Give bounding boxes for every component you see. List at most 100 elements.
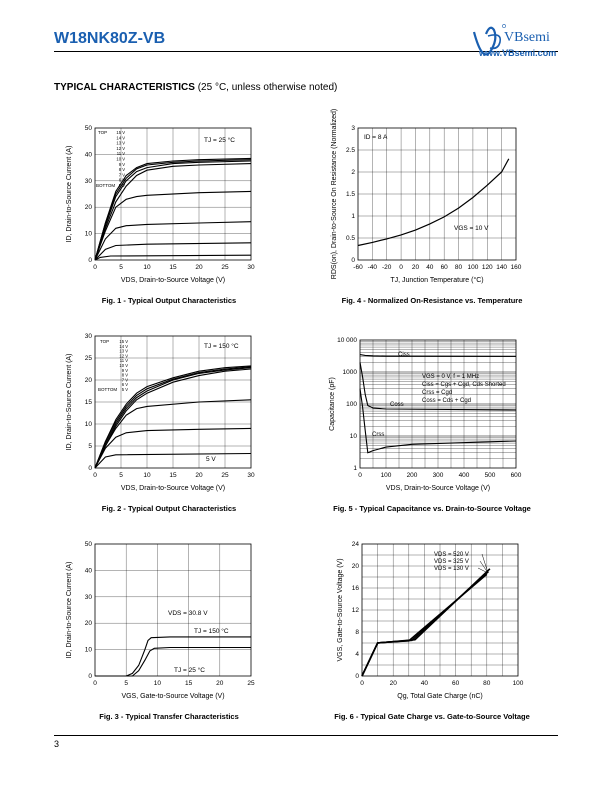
- fig6-series-line-3: [361, 573, 488, 677]
- fig4-yaxis-label: RDS(on), Drain-to-Source On Resistance (…: [331, 109, 338, 279]
- fig3-series-line-2: [95, 646, 251, 677]
- fig6-caption: Fig. 6 - Typical Gate Charge vs. Gate-to…: [334, 712, 530, 721]
- fig2-ytick-label: 10: [85, 421, 93, 428]
- fig5-legend-line: Crss = Cgd: [422, 390, 452, 396]
- fig4-id-label: ID = 8 A: [364, 134, 388, 141]
- section-heading: TYPICAL CHARACTERISTICS (25 °C, unless o…: [54, 82, 337, 93]
- footer-rule: [54, 735, 558, 736]
- fig4-xtick-label: 100: [467, 264, 478, 271]
- fig5-series-line-3: [359, 388, 517, 454]
- fig4-panel: -60 -40 -20 0 20 40 60 80 100 120 140 160 0 0.5 1 1.5 2 2…: [322, 109, 542, 320]
- fig1-panel: 0 5 10 15 20 25 30 0 10 20 30 40 50 VDS, Drain-to-Sou…: [54, 120, 274, 320]
- fig1-ytick-label: 0: [88, 257, 92, 264]
- fig2-xtick-label: 25: [221, 472, 229, 479]
- fig1-legend-bottom: BOTTOM: [96, 183, 115, 188]
- fig5-legend-line: Ciss = Cgs + Cgd, Cds Shorted: [422, 382, 506, 388]
- fig6-ytick-label: 20: [352, 563, 360, 570]
- fig5-ytick-label: 100: [346, 401, 357, 408]
- fig2-series-line-4: [94, 368, 252, 469]
- fig4-xtick-label: -40: [368, 264, 378, 271]
- fig1-legend-value: 10 V: [116, 157, 125, 162]
- fig2-yaxis-label: ID, Drain-to-Source Current (A): [66, 354, 73, 451]
- section-subtitle: (25 °C, unless otherwise noted): [197, 82, 338, 93]
- fig5-legend-line: Coss = Cds + Cgd: [422, 398, 471, 404]
- fig1-xtick-label: 0: [93, 264, 97, 271]
- fig5-series-line-1: [359, 354, 517, 357]
- fig2-series-line-3: [94, 367, 252, 469]
- part-number: W18NK80Z-VB: [54, 30, 166, 47]
- fig1-series-line-8: [94, 254, 252, 261]
- fig5-xtick-label: 300: [433, 472, 444, 479]
- fig6-ytick-label: 12: [352, 607, 360, 614]
- fig5-panel: 0 100 200 300 400 500 600 1 10 100 1000 10 000 VDS, …: [322, 328, 542, 528]
- fig1-legend-value: 15 V: [116, 130, 125, 135]
- fig6-xtick-label: 40: [421, 680, 429, 687]
- fig4-xtick-label: 0: [399, 264, 403, 271]
- fig4-plot-frame: [357, 127, 517, 261]
- fig2-xtick-label: 5: [119, 472, 123, 479]
- fig1-ytick-label: 40: [85, 151, 93, 158]
- fig1-xtick-label: 10: [143, 264, 151, 271]
- vbsemi-logo-icon: [472, 24, 506, 56]
- fig2-legend-value: 8 V: [122, 373, 128, 378]
- fig4-xtick-label: 40: [426, 264, 434, 271]
- fig3-series-label: TJ = 25 °C: [174, 666, 205, 674]
- fig2-series-line-5: [94, 399, 252, 469]
- section-title: TYPICAL CHARACTERISTICS: [54, 82, 195, 93]
- fig4-ytick-label: 3: [351, 125, 355, 132]
- fig5-legend-line: VGS = 0 V, f = 1 MHz: [422, 374, 479, 380]
- fig2-series-line-6: [94, 427, 252, 469]
- fig3-xtick-label: 15: [185, 680, 193, 687]
- fig1-ytick-label: 50: [85, 125, 93, 132]
- fig6-legend-line: VDS = 130 V: [434, 566, 469, 572]
- fig1-xtick-label: 20: [195, 264, 203, 271]
- fig3-vds-label: VDS = 30.8 V: [168, 610, 208, 617]
- fig5-series-label: Ciss: [398, 352, 410, 358]
- fig2-legend-bottom: BOTTOM: [98, 387, 117, 392]
- fig1-legend-value: 14 V: [116, 135, 125, 140]
- fig6-xtick-label: 100: [513, 680, 524, 687]
- fig1-legend-value: 11 V: [117, 151, 126, 156]
- fig2-ytick-label: 25: [85, 355, 93, 362]
- fig1-series-line-5: [94, 190, 252, 261]
- fig2-xtick-label: 30: [247, 472, 255, 479]
- fig5-xtick-label: 600: [511, 472, 522, 479]
- fig1-series-line-4: [94, 163, 252, 261]
- fig1-legend-value: 5 V: [119, 183, 125, 188]
- fig5-xtick-label: 400: [459, 472, 470, 479]
- fig1-legend-value: 13 V: [116, 141, 125, 146]
- fig4-ytick-label: 1.5: [346, 191, 355, 198]
- fig2-legend-value: 10 V: [119, 363, 128, 368]
- fig1-ytick-label: 10: [85, 231, 93, 238]
- fig1-legend-top: TOP: [98, 130, 107, 135]
- fig3-yaxis-label: ID, Drain-to-Source Current (A): [66, 562, 73, 659]
- fig1-series-line-6: [94, 221, 252, 261]
- brand-name: VBsemi: [504, 30, 550, 45]
- fig4-xtick-label: 160: [511, 264, 522, 271]
- fig2-legend-value: 5 V: [122, 387, 128, 392]
- fig3-ytick-label: 40: [85, 567, 93, 574]
- fig3-xtick-label: 10: [154, 680, 162, 687]
- fig4-chart: -60 -40 -20 0 20 40 60 80 100 120 140 160 0 0.5 1 1.5 2 2…: [331, 109, 522, 284]
- fig4-xtick-label: 80: [455, 264, 463, 271]
- fig2-xaxis-label: VDS, Drain-to-Source Voltage (V): [121, 485, 225, 492]
- fig6-series-line-1: [361, 568, 491, 677]
- fig6-ytick-label: 4: [355, 651, 359, 658]
- fig6-leader-line: [477, 567, 489, 574]
- fig3-xtick-label: 0: [93, 680, 97, 687]
- fig4-xaxis-label: TJ, Junction Temperature (°C): [390, 276, 483, 284]
- fig1-series-line-7: [94, 242, 252, 261]
- fig2-panel: 0 5 10 15 20 25 30 0 5 10 15 20 25 30 VDS, Drain-to-So…: [54, 328, 274, 528]
- fig1-legend-value: 9 V: [119, 162, 125, 167]
- fig4-caption: Fig. 4 - Normalized On-Resistance vs. Te…: [341, 296, 523, 305]
- fig2-legend-value: 12 V: [119, 353, 128, 358]
- fig2-legend-value: 15 V: [119, 339, 128, 344]
- fig4-vgs-label: VGS = 10 V: [454, 225, 489, 232]
- fig2-tj-label: TJ = 150 °C: [204, 342, 239, 350]
- fig2-ytick-label: 20: [85, 377, 93, 384]
- fig2-plot-frame: [94, 335, 252, 469]
- fig5-xtick-label: 100: [381, 472, 392, 479]
- fig2-ytick-label: 5: [88, 443, 92, 450]
- fig1-ytick-label: 30: [85, 178, 93, 185]
- fig5-xtick-label: 500: [485, 472, 496, 479]
